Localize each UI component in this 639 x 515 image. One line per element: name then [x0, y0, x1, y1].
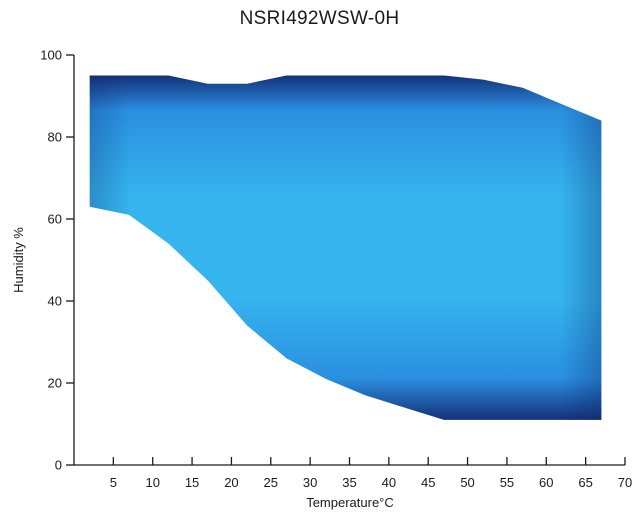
- y-tick-label: 60: [48, 212, 62, 227]
- x-tick-label: 45: [421, 475, 435, 490]
- y-tick-label: 0: [55, 458, 62, 473]
- x-tick-label: 70: [618, 475, 632, 490]
- x-tick-label: 30: [303, 475, 317, 490]
- x-tick-label: 40: [382, 475, 396, 490]
- x-tick-label: 55: [500, 475, 514, 490]
- x-tick-label: 20: [224, 475, 238, 490]
- y-axis-label: Humidity %: [11, 227, 26, 293]
- x-tick-label: 35: [342, 475, 356, 490]
- x-tick-label: 50: [460, 475, 474, 490]
- x-tick-label: 25: [264, 475, 278, 490]
- y-tick-label: 20: [48, 376, 62, 391]
- x-tick-label: 15: [185, 475, 199, 490]
- y-tick-label: 100: [40, 48, 62, 63]
- operating-range-band-shade: [89, 75, 602, 420]
- x-tick-label: 65: [578, 475, 592, 490]
- chart-title: NSRI492WSW-0H: [239, 8, 400, 29]
- x-tick-label: 10: [145, 475, 159, 490]
- x-tick-label: 60: [539, 475, 553, 490]
- x-axis-label: Temperature°C: [306, 495, 394, 510]
- x-tick-label: 5: [110, 475, 117, 490]
- y-tick-label: 80: [48, 130, 62, 145]
- y-tick-label: 40: [48, 294, 62, 309]
